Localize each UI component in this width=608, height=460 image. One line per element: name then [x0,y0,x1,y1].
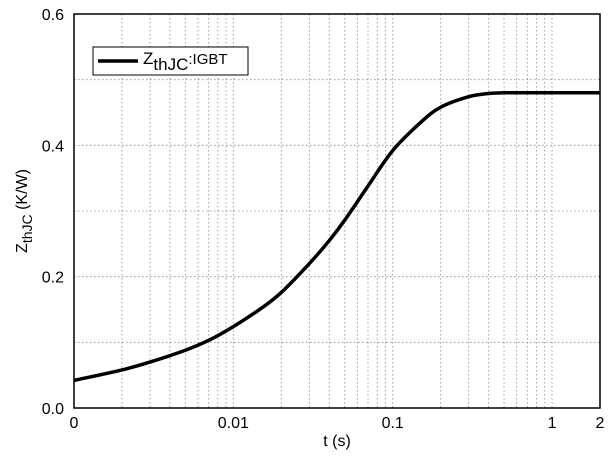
plot-background [74,14,600,408]
svg-text:ZthJC:IGBT: ZthJC:IGBT [143,49,228,74]
y-axis-label: ZthJC (K/W) [14,169,35,253]
legend-label-rest: :IGBT [188,51,227,68]
y-axis-label-sub: thJC [19,214,35,243]
y-axis-label-main: Z [14,243,31,253]
series-line-zthjc-igbt [73,91,600,383]
x-axis-label: t (s) [323,433,351,450]
legend: ZthJC:IGBT [92,46,249,76]
x-tick-label: 0 [70,415,79,432]
legend-label-main: Z [143,49,153,68]
svg-text:ZthJC (K/W): ZthJC (K/W) [14,169,35,253]
legend-label-sub: thJC [153,55,188,74]
y-tick-label: 0.6 [42,7,64,24]
y-tick-label: 0.2 [42,270,64,287]
grid [74,14,600,408]
series-layer [73,91,600,383]
y-tick-label: 0.4 [42,138,64,155]
plot-frame [73,13,601,409]
y-axis-label-rest: (K/W) [14,169,31,214]
y-tick-label: 0.0 [42,401,64,418]
x-tick-label: 0.01 [218,415,249,432]
x-tick-label: 2 [596,415,605,432]
x-tick-label: 0.1 [382,415,404,432]
tick-labels: 0 0.01 0.1 1 2 0.0 0.2 0.4 0.6 [42,7,605,432]
x-tick-label: 1 [548,415,557,432]
